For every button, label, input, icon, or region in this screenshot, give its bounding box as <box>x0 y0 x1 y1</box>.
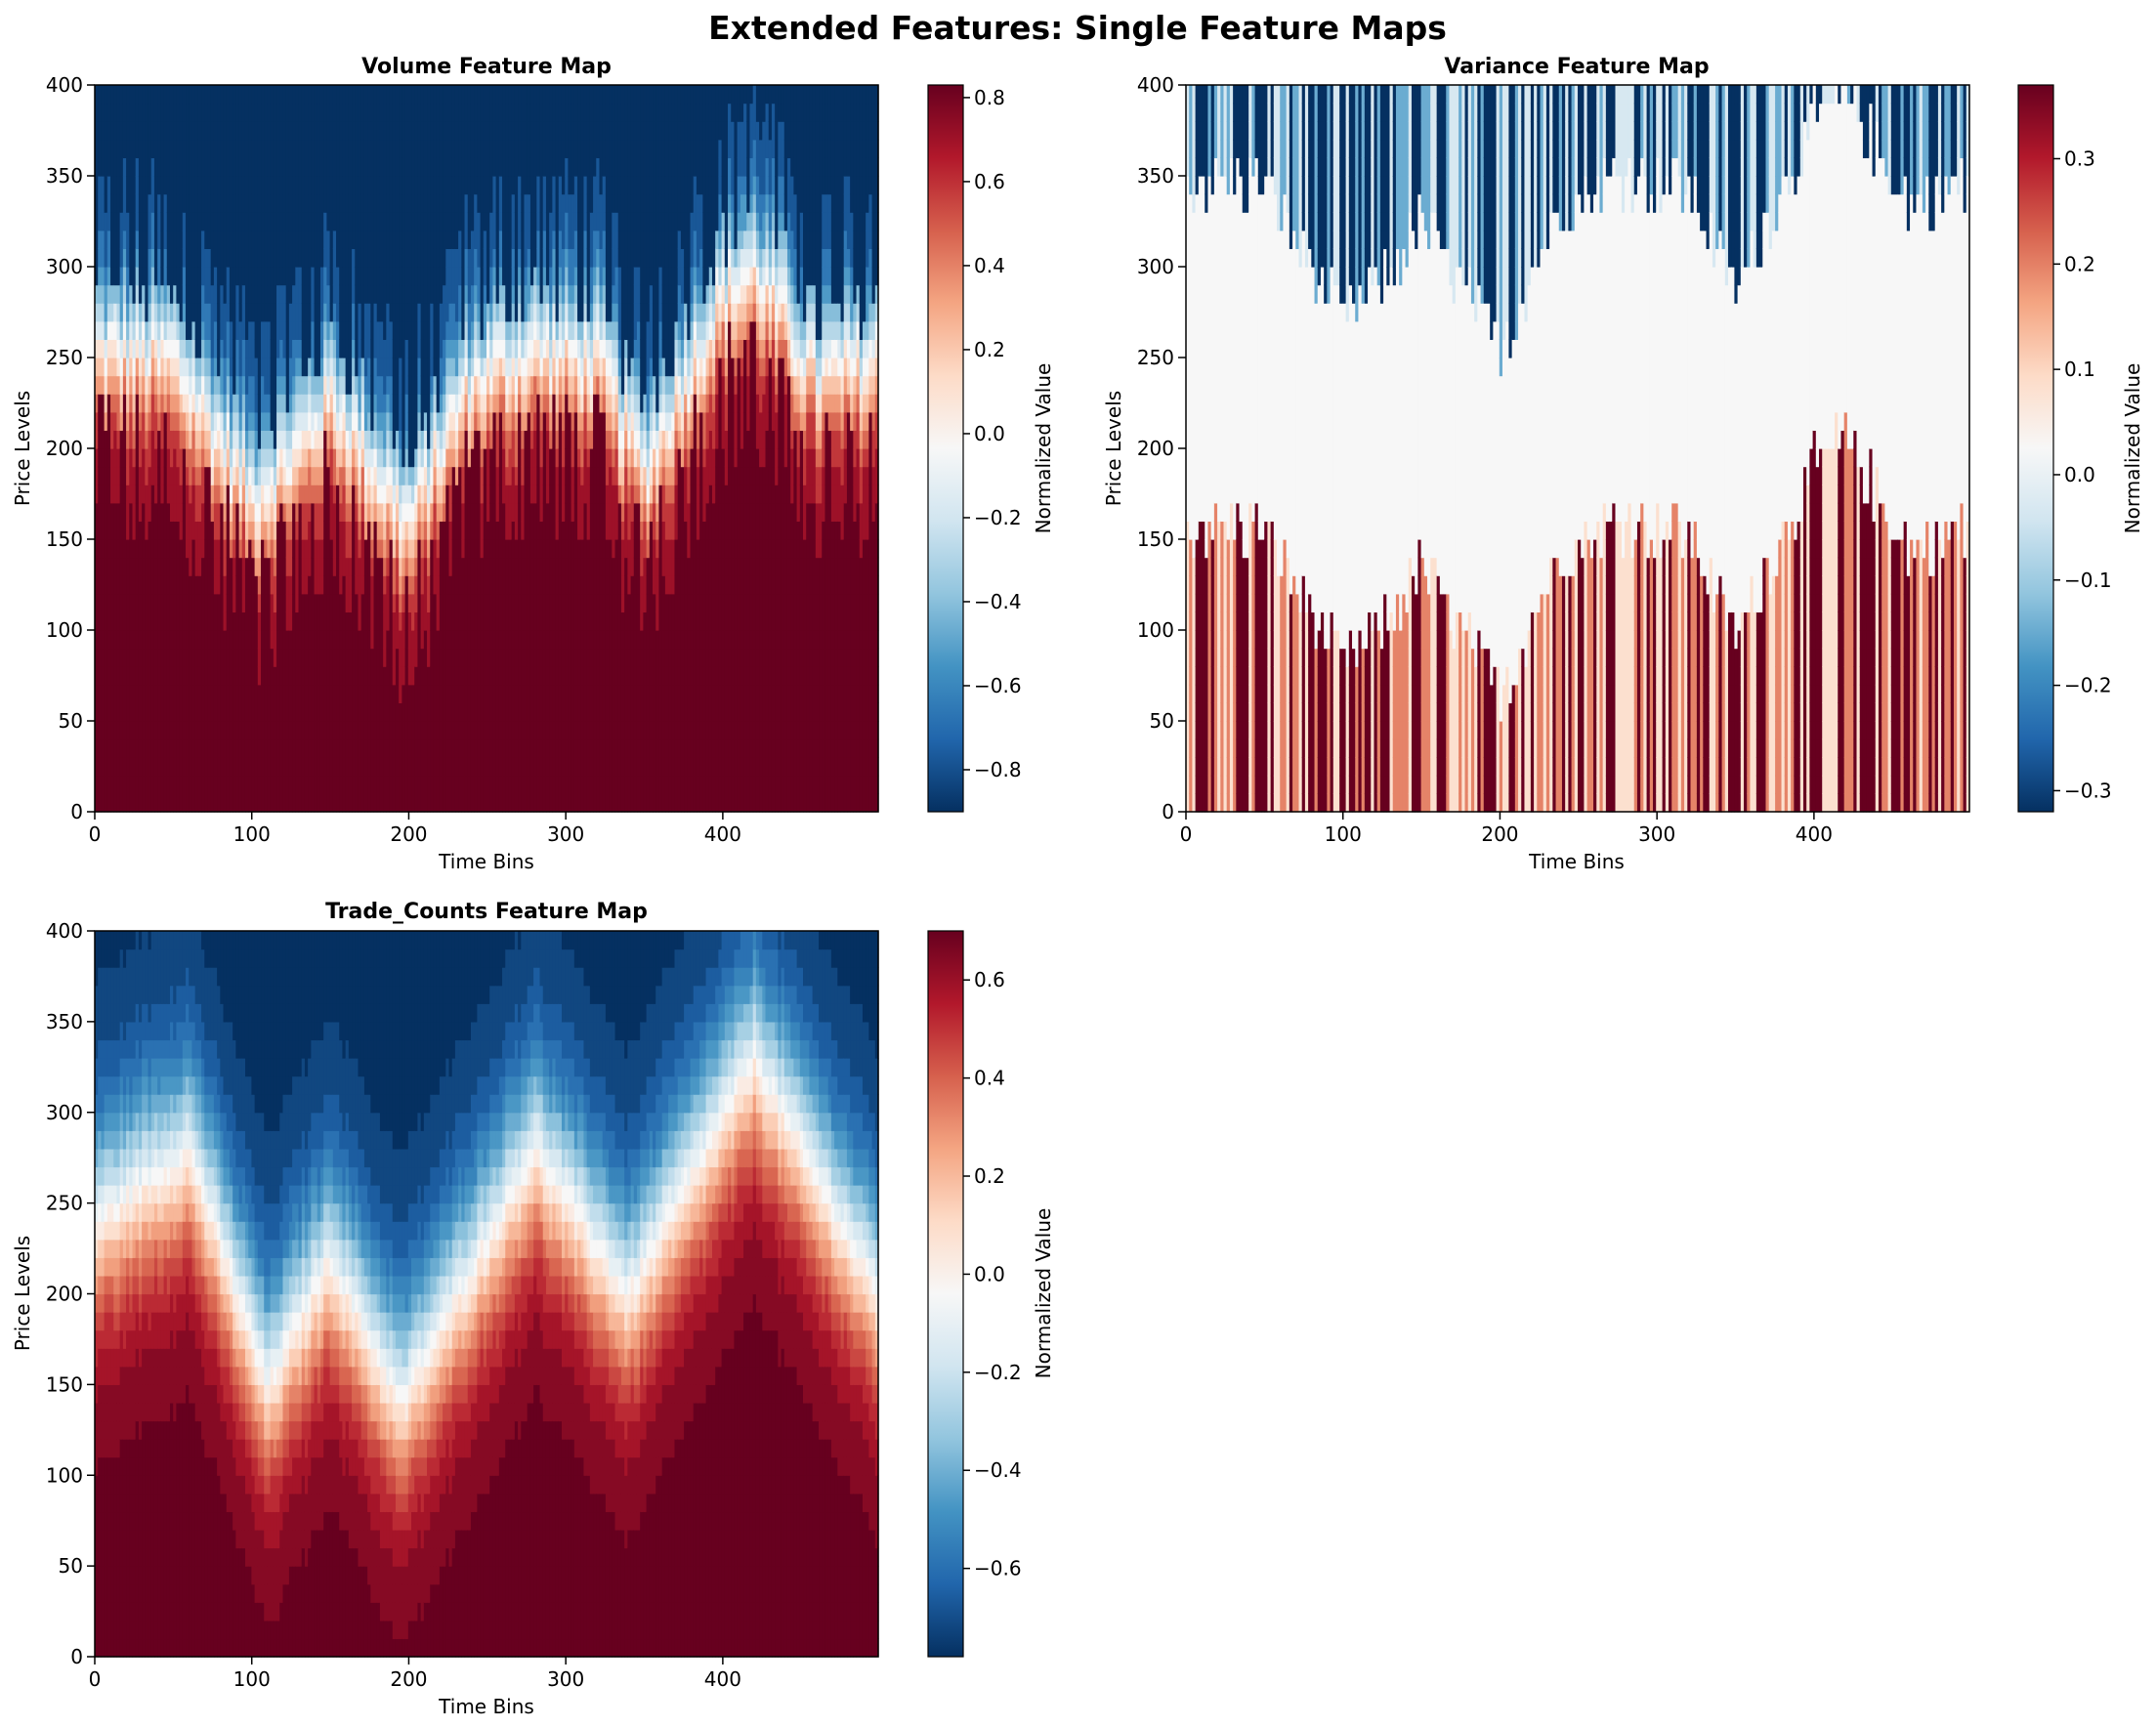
figure-title: Extended Features: Single Feature Maps <box>708 9 1447 47</box>
heatmap-cells <box>95 85 879 813</box>
panel-volume: Volume Feature Map 0 100 200 300 400 Time Bi… <box>11 55 1055 873</box>
panel-title: Volume Feature Map <box>361 55 612 79</box>
